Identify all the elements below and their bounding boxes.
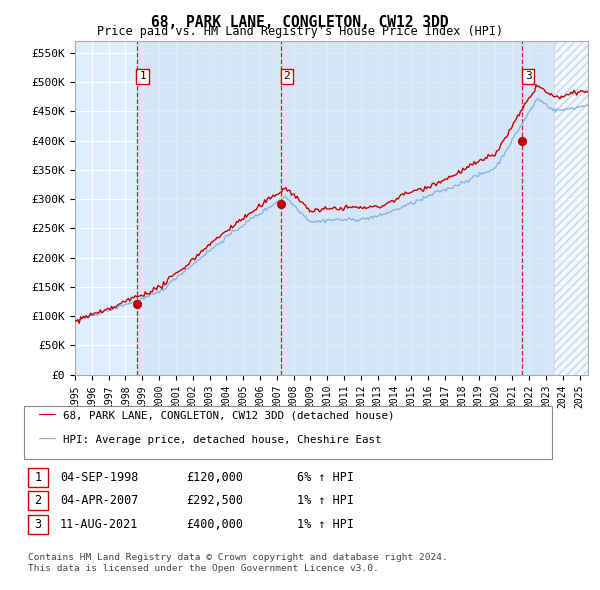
Text: 04-APR-2007: 04-APR-2007 xyxy=(60,494,139,507)
Text: £120,000: £120,000 xyxy=(186,471,243,484)
Text: Price paid vs. HM Land Registry's House Price Index (HPI): Price paid vs. HM Land Registry's House … xyxy=(97,25,503,38)
Bar xyxy=(523,41,554,375)
Text: Contains HM Land Registry data © Crown copyright and database right 2024.
This d: Contains HM Land Registry data © Crown c… xyxy=(28,553,448,573)
Text: 1: 1 xyxy=(34,471,41,484)
Text: 04-SEP-1998: 04-SEP-1998 xyxy=(60,471,139,484)
Text: £400,000: £400,000 xyxy=(186,518,243,531)
Text: 1: 1 xyxy=(139,71,146,81)
Text: 11-AUG-2021: 11-AUG-2021 xyxy=(60,518,139,531)
Text: £292,500: £292,500 xyxy=(186,494,243,507)
Text: 2: 2 xyxy=(284,71,290,81)
Bar xyxy=(281,41,523,375)
Text: 68, PARK LANE, CONGLETON, CW12 3DD (detached house): 68, PARK LANE, CONGLETON, CW12 3DD (deta… xyxy=(63,411,395,421)
Text: ——: —— xyxy=(39,432,56,447)
Text: 3: 3 xyxy=(525,71,532,81)
Text: ——: —— xyxy=(39,409,56,423)
Text: 3: 3 xyxy=(34,518,41,531)
Text: 6% ↑ HPI: 6% ↑ HPI xyxy=(297,471,354,484)
Text: 2: 2 xyxy=(34,494,41,507)
Bar xyxy=(137,41,281,375)
Text: HPI: Average price, detached house, Cheshire East: HPI: Average price, detached house, Ches… xyxy=(63,435,382,444)
Bar xyxy=(554,41,600,375)
Text: 1% ↑ HPI: 1% ↑ HPI xyxy=(297,518,354,531)
Text: 1% ↑ HPI: 1% ↑ HPI xyxy=(297,494,354,507)
Text: 68, PARK LANE, CONGLETON, CW12 3DD: 68, PARK LANE, CONGLETON, CW12 3DD xyxy=(151,15,449,30)
